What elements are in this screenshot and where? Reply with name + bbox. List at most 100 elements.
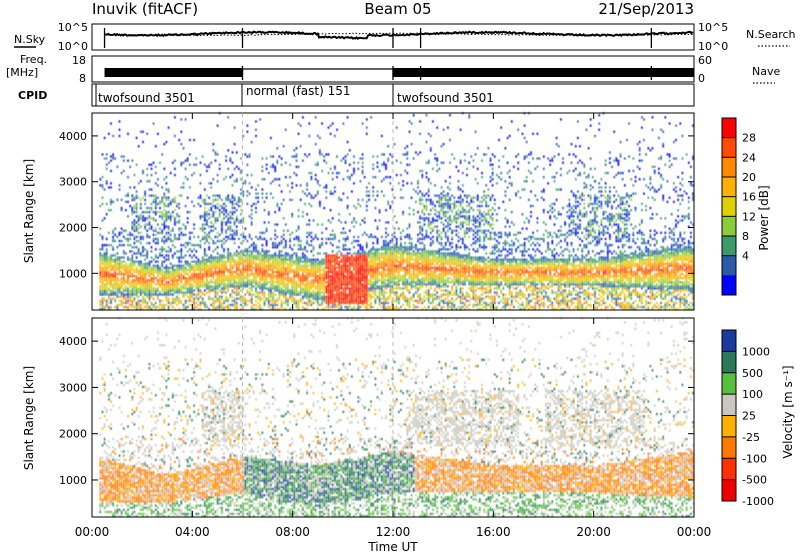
power-cell [412, 268, 415, 272]
power-cell [293, 283, 296, 286]
power-cell [144, 305, 146, 309]
power-cell [123, 291, 125, 294]
power-cell [319, 151, 321, 154]
power-cell [393, 254, 396, 257]
power-cell [103, 297, 106, 300]
power-cell [406, 268, 409, 272]
power-cell [361, 248, 364, 251]
power-cell [133, 225, 136, 228]
power-cell [391, 279, 394, 282]
power-cell [291, 231, 293, 234]
power-cell [319, 204, 321, 208]
power-cell [306, 256, 308, 259]
power-cell [155, 277, 157, 280]
power-cell [432, 297, 434, 300]
power-cell [206, 254, 208, 257]
power-cell [108, 161, 110, 164]
power-cell [289, 297, 291, 300]
power-cell [410, 242, 413, 245]
power-cell [355, 301, 357, 305]
power-cell [229, 252, 232, 255]
power-cell [259, 297, 261, 300]
power-cell [184, 270, 187, 274]
power-cell [195, 297, 198, 300]
power-cell [259, 118, 261, 121]
power-cell [206, 264, 208, 267]
power-cell [135, 301, 138, 305]
power-cell [289, 277, 291, 280]
power-cell [186, 264, 189, 267]
power-cell [146, 264, 148, 267]
power-cell [427, 256, 430, 259]
power-cell [137, 235, 140, 239]
power-cell [199, 227, 202, 230]
power-cell [336, 155, 338, 158]
power-cell [421, 264, 424, 267]
power-cell [161, 223, 163, 226]
power-cell [125, 295, 127, 298]
power-cell [349, 213, 351, 216]
power-cell [415, 260, 417, 263]
power-cell [381, 235, 383, 239]
power-cell [398, 279, 400, 282]
power-cell [204, 262, 206, 265]
power-cell [387, 246, 389, 249]
power-cell [289, 295, 291, 298]
power-cell [410, 254, 413, 257]
power-cell [325, 186, 328, 189]
power-cell [404, 268, 406, 272]
power-cell [327, 297, 330, 300]
power-cell [327, 262, 330, 265]
power-cell [129, 275, 131, 278]
power-cell [265, 229, 268, 232]
power-cell [176, 275, 178, 278]
power-cell [246, 272, 249, 276]
power-cell [155, 200, 157, 203]
power-cell [280, 264, 283, 267]
power-cell [340, 287, 343, 290]
power-cell [291, 254, 293, 257]
power-cell [287, 297, 289, 300]
power-cell [118, 303, 121, 307]
power-cell [285, 307, 287, 311]
power-cell [400, 295, 402, 298]
power-cell [182, 295, 185, 298]
power-cell [412, 272, 415, 276]
power-cell [391, 272, 394, 276]
power-cell [427, 132, 430, 135]
power-cell [285, 239, 287, 243]
power-cell [336, 283, 338, 286]
power-cell [393, 260, 396, 263]
power-cell [391, 254, 394, 257]
power-cell [432, 229, 434, 232]
power-cell [297, 272, 300, 276]
power-cell [408, 303, 411, 307]
power-cell [240, 213, 242, 216]
power-cell [99, 204, 102, 208]
power-cell [163, 167, 166, 170]
power-cell [421, 297, 424, 300]
power-cell [212, 143, 215, 146]
power-cell [297, 235, 300, 239]
power-cell [270, 275, 272, 278]
power-cell [231, 283, 234, 286]
power-cell [103, 272, 106, 276]
power-cell [225, 155, 227, 158]
power-cell [378, 279, 381, 282]
power-cell [346, 169, 349, 173]
power-cell [118, 256, 121, 259]
power-cell [419, 221, 421, 224]
power-cell [137, 215, 140, 218]
power-cell [191, 279, 193, 282]
power-cell [99, 248, 102, 251]
power-cell [191, 231, 193, 234]
power-cell [167, 289, 170, 292]
power-cell [357, 279, 360, 282]
power-cell [103, 287, 106, 290]
power-cell [391, 268, 394, 272]
power-cell [221, 307, 223, 311]
power-cell [167, 287, 170, 290]
power-cell [216, 260, 219, 263]
power-cell [199, 275, 202, 278]
power-cell [406, 262, 409, 265]
